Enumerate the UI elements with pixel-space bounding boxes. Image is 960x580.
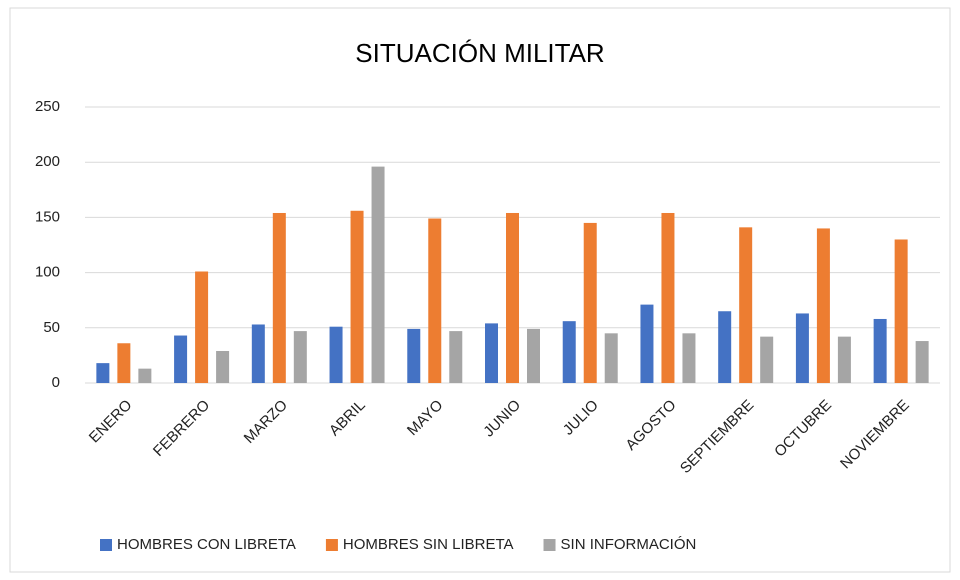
bar	[174, 335, 188, 383]
chart-frame	[9, 7, 951, 573]
bar	[195, 271, 209, 383]
bar	[873, 318, 887, 383]
y-tick-label: 150	[35, 208, 60, 225]
bar	[350, 210, 364, 383]
y-tick-label: 100	[35, 264, 60, 281]
y-tick-label: 200	[35, 153, 60, 170]
bar	[739, 227, 753, 383]
bar	[718, 311, 732, 383]
legend-label: HOMBRES SIN LIBRETA	[343, 536, 514, 553]
y-tick-label: 50	[43, 319, 60, 336]
bar	[117, 343, 131, 383]
bar	[371, 166, 385, 383]
bar	[562, 321, 576, 383]
bar	[272, 212, 286, 383]
legend-swatch	[325, 539, 338, 551]
bar	[661, 212, 675, 383]
bar	[682, 333, 696, 383]
bar	[138, 368, 152, 383]
bar	[251, 324, 265, 383]
bar	[428, 218, 442, 383]
bar	[795, 313, 809, 383]
bar	[407, 328, 421, 383]
legend-swatch	[100, 539, 112, 551]
legend-label: HOMBRES CON LIBRETA	[117, 536, 296, 553]
bar	[915, 341, 929, 383]
y-tick-label: 0	[52, 374, 60, 391]
bar	[816, 228, 830, 383]
bar	[506, 212, 519, 383]
bar	[449, 331, 463, 383]
bar	[527, 328, 540, 383]
bar	[329, 326, 343, 383]
bar	[837, 336, 851, 383]
bar	[583, 222, 597, 383]
legend-label: SIN INFORMACIÓN	[561, 536, 697, 553]
chart-title: SITUACIÓN MILITAR	[355, 38, 604, 68]
bar	[293, 331, 307, 383]
bar	[485, 323, 498, 383]
bar	[604, 333, 618, 383]
bar	[760, 336, 774, 383]
bar	[640, 304, 654, 383]
bar	[96, 363, 110, 383]
y-tick-label: 250	[35, 98, 60, 115]
bar	[894, 239, 908, 383]
legend-swatch	[543, 539, 556, 551]
bar	[216, 350, 230, 383]
